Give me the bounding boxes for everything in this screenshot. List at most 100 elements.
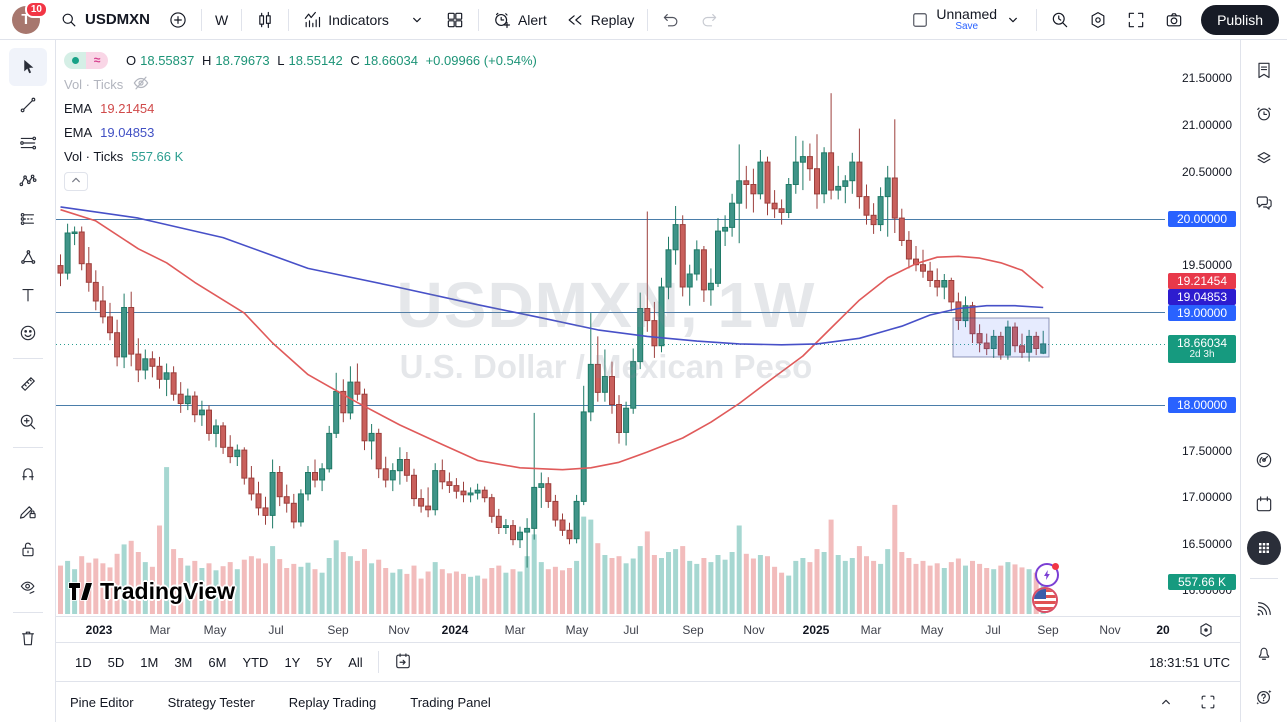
- watchlist-icon[interactable]: [1244, 48, 1284, 92]
- time-tick: 2025: [802, 622, 830, 637]
- compare-add-symbol-button[interactable]: [159, 4, 197, 36]
- range-6m[interactable]: 6M: [208, 654, 227, 670]
- legend-collapse-button[interactable]: [64, 172, 88, 191]
- us-economic-event-icon[interactable]: [1032, 587, 1058, 613]
- undo-button[interactable]: [652, 4, 690, 36]
- hide-all-tool[interactable]: [9, 568, 47, 606]
- volatility-event-icon[interactable]: [1035, 563, 1059, 587]
- indicators-icon: [302, 10, 322, 30]
- chat-icon[interactable]: [1244, 180, 1284, 224]
- ema2-label: EMA: [64, 124, 93, 140]
- help-icon[interactable]: [1244, 675, 1284, 719]
- range-5y[interactable]: 5Y: [316, 654, 333, 670]
- maximize-panel-icon[interactable]: [1198, 692, 1218, 712]
- alert-clock-icon: [492, 10, 512, 30]
- fullscreen-button[interactable]: [1117, 4, 1155, 36]
- legend-main-row[interactable]: ≈ O 18.55837 H 18.79673 L 18.55142 C 18.6603…: [64, 50, 541, 70]
- legend-ema1-row[interactable]: EMA 19.21454: [64, 98, 541, 118]
- clock-utc[interactable]: 18:31:51 UTC: [1149, 654, 1230, 670]
- divider: [201, 8, 203, 31]
- emoji-tool[interactable]: [9, 314, 47, 352]
- tab-trading-panel[interactable]: Trading Panel: [410, 694, 491, 710]
- ohlc-values: O 18.55837 H 18.79673 L 18.55142 C 18.66034 …: [126, 52, 537, 68]
- shapes-tool[interactable]: [9, 238, 47, 276]
- publish-button[interactable]: Publish: [1201, 4, 1279, 35]
- eye-off-icon[interactable]: [131, 73, 151, 96]
- price-axis[interactable]: 21.50000 21.00000 20.50000 19.50000 17.50000…: [1166, 40, 1240, 616]
- range-toolbar: 1D 5D 1M 3M 6M YTD 1Y 5Y All 18:31:51 UTC: [56, 642, 1240, 681]
- forecast-tool[interactable]: [9, 200, 47, 238]
- layout-square-icon: [910, 10, 930, 30]
- tab-replay-trading[interactable]: Replay Trading: [288, 694, 377, 710]
- alert-button[interactable]: Alert: [483, 4, 556, 36]
- volume-indicator-label: Vol · Ticks: [64, 76, 124, 92]
- expand-panel-icon[interactable]: [1156, 692, 1176, 712]
- redo-button[interactable]: [690, 4, 728, 36]
- draw-lock-tool[interactable]: [9, 492, 47, 530]
- range-items: 1D 5D 1M 3M 6M YTD 1Y 5Y All: [68, 650, 385, 674]
- legend-ema2-row[interactable]: EMA 19.04853: [64, 122, 541, 142]
- measure-tool[interactable]: [9, 365, 47, 403]
- time-tick: May: [565, 622, 589, 637]
- remove-all-tool[interactable]: [9, 619, 47, 657]
- legend-volume-hidden-row[interactable]: Vol · Ticks: [64, 74, 541, 94]
- chart-settings-button[interactable]: [1079, 4, 1117, 36]
- approx-data-icon: ≈: [86, 51, 108, 69]
- grid-layout-button[interactable]: [436, 4, 474, 36]
- indicators-button[interactable]: Indicators: [293, 4, 398, 36]
- chart-canvas[interactable]: [56, 40, 1166, 616]
- time-tick: Mar: [504, 622, 526, 637]
- tab-pine-editor[interactable]: Pine Editor: [70, 694, 134, 710]
- range-5d[interactable]: 5D: [107, 654, 125, 670]
- divider: [647, 8, 649, 31]
- symbol-search-button[interactable]: USDMXN: [50, 4, 159, 36]
- replay-button[interactable]: Replay: [556, 4, 644, 36]
- bell-icon[interactable]: [1244, 631, 1284, 675]
- quick-search-button[interactable]: [1041, 4, 1079, 36]
- layout-name-save[interactable]: Unnamed Save: [936, 7, 997, 32]
- snapshot-button[interactable]: [1155, 4, 1193, 36]
- divider: [288, 8, 290, 31]
- calendar-icon[interactable]: [1244, 482, 1284, 526]
- user-avatar[interactable]: T 10: [12, 0, 48, 34]
- layout-select-button[interactable]: Unnamed Save: [901, 4, 1032, 36]
- apps-icon[interactable]: [1244, 526, 1284, 570]
- chart-pane[interactable]: USDMXN, 1W U.S. Dollar / Mexican Peso ≈ …: [56, 40, 1166, 616]
- xabcd-pattern-tool[interactable]: [9, 162, 47, 200]
- range-all[interactable]: All: [348, 654, 363, 670]
- alerts-icon[interactable]: [1244, 92, 1284, 136]
- price-badge-vol: 557.66 K: [1168, 574, 1236, 590]
- candlestick-icon: [255, 10, 275, 30]
- fib-retracement-tool[interactable]: [9, 124, 47, 162]
- price-badge-last: 18.66034 2d 3h: [1168, 335, 1236, 363]
- layers-icon[interactable]: [1244, 136, 1284, 180]
- axis-settings-icon[interactable]: [1196, 620, 1216, 643]
- range-1d[interactable]: 1D: [75, 654, 92, 670]
- range-1y[interactable]: 1Y: [284, 654, 301, 670]
- zoom-in-tool[interactable]: [9, 403, 47, 441]
- time-axis[interactable]: 2023 Mar May Jul Sep Nov 2024 Mar May Jul Sep Nov 20…: [56, 616, 1240, 642]
- gauge-icon[interactable]: [1244, 438, 1284, 482]
- magnet-tool[interactable]: [9, 454, 47, 492]
- legend-volume-row[interactable]: Vol · Ticks 557.66 K: [64, 146, 541, 166]
- lock-all-tool[interactable]: [9, 530, 47, 568]
- save-link[interactable]: Save: [955, 20, 979, 32]
- tradingview-logo[interactable]: TradingView: [68, 578, 235, 605]
- tab-strategy-tester[interactable]: Strategy Tester: [167, 694, 255, 710]
- interval-button[interactable]: W: [206, 4, 237, 36]
- goto-date-button[interactable]: [393, 651, 413, 674]
- cursor-tool[interactable]: [8, 48, 47, 86]
- bottom-panel-tabs: Pine Editor Strategy Tester Replay Trading…: [56, 681, 1240, 722]
- divider: [1250, 578, 1278, 579]
- time-tick: Nov: [743, 622, 765, 637]
- price-badge-ema-red: 19.21454: [1168, 273, 1236, 289]
- range-ytd[interactable]: YTD: [242, 654, 269, 670]
- range-3m[interactable]: 3M: [174, 654, 193, 670]
- text-tool[interactable]: [9, 276, 47, 314]
- replay-rewind-icon: [565, 10, 585, 30]
- range-1m[interactable]: 1M: [140, 654, 159, 670]
- chart-style-button[interactable]: [246, 4, 284, 36]
- signal-icon[interactable]: [1244, 587, 1284, 631]
- trend-line-tool[interactable]: [9, 86, 47, 124]
- indicator-templates-button[interactable]: [398, 4, 436, 36]
